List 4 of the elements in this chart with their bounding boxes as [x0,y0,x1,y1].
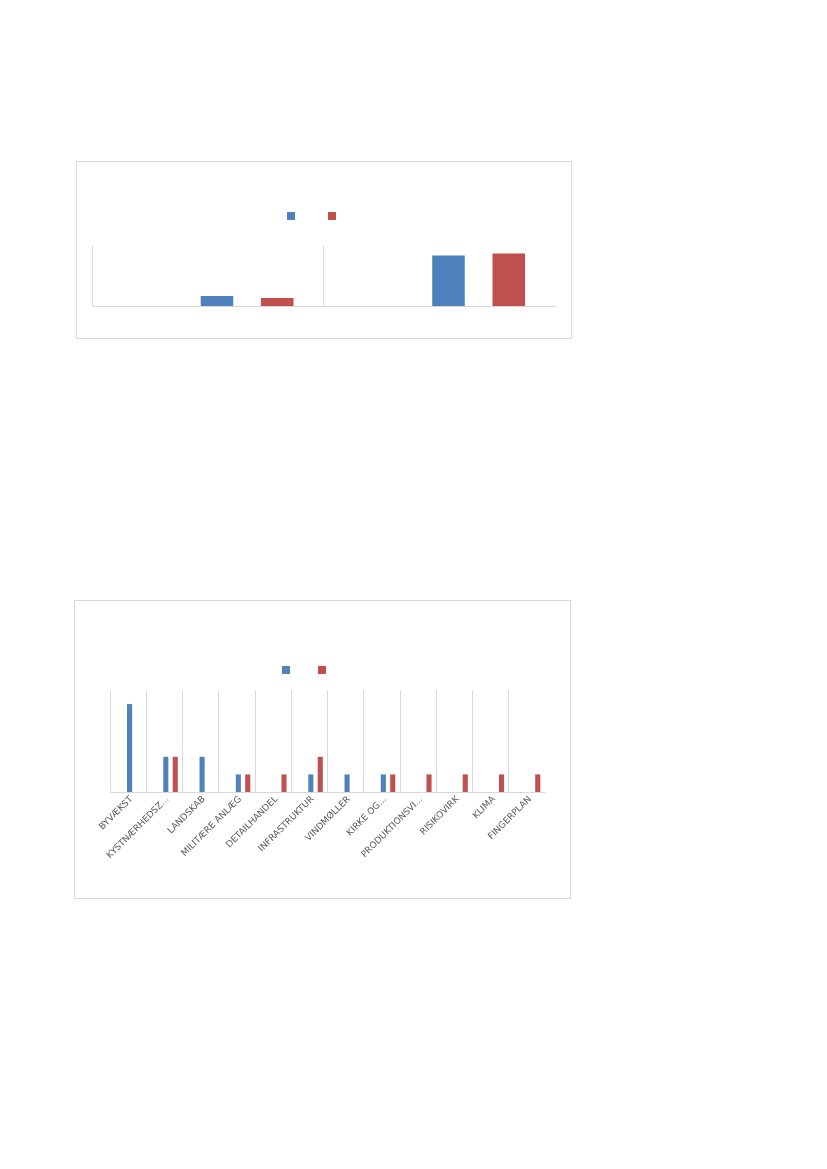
bar [492,253,526,306]
bar [200,296,234,306]
bar [432,255,465,306]
bar [261,298,294,306]
